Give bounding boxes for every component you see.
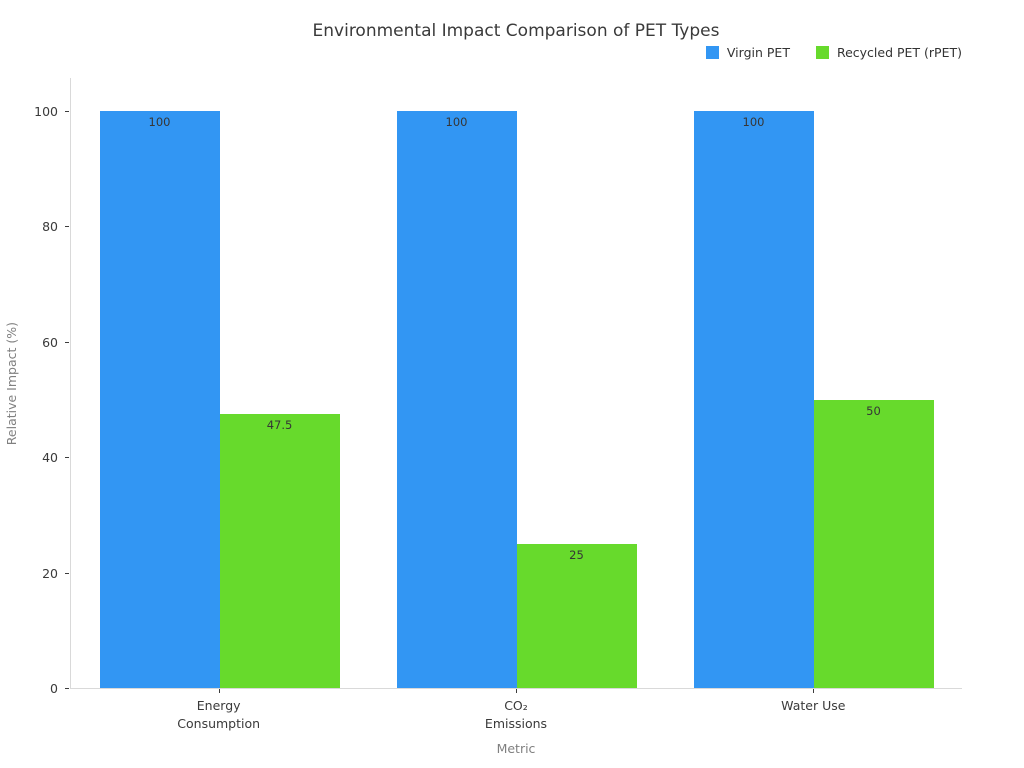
bar-value-label: 47.5 [266, 417, 293, 432]
legend-item: Recycled PET (rPET) [815, 45, 962, 60]
legend-swatch [705, 46, 719, 59]
bar-group: 100 47.5 [71, 78, 368, 688]
legend-item: Virgin PET [705, 45, 790, 60]
y-tick-label: 60 [42, 334, 58, 350]
chart-title: Environmental Impact Comparison of PET T… [312, 21, 720, 41]
bar-recycled-pet: 25 [516, 543, 637, 688]
x-tick-mark [813, 689, 814, 693]
y-tick-label: 100 [34, 104, 58, 119]
y-tick-mark [65, 457, 69, 459]
y-tick-label: 20 [42, 565, 58, 581]
bar-value-label: 100 [148, 115, 171, 129]
bar-value-label: 100 [742, 115, 765, 129]
bar-group: 100 25 [368, 78, 665, 688]
bar-recycled-pet: 47.5 [219, 413, 340, 688]
x-tick-mark [516, 689, 517, 693]
bar-value-label: 25 [569, 547, 584, 562]
bar-virgin-pet: 100 [396, 111, 517, 688]
x-axis-category-labels: Energy Consumption CO₂ Emissions Water Use [70, 697, 962, 733]
y-tick-label: 0 [50, 681, 58, 696]
x-axis-title: Metric [496, 741, 536, 756]
legend-label: Recycled PET (rPET) [836, 45, 962, 60]
y-tick-mark [65, 572, 69, 574]
y-tick-mark [65, 341, 69, 343]
legend: Virgin PET Recycled PET (rPET) [705, 45, 962, 60]
y-tick-label: 80 [42, 219, 58, 235]
y-tick-mark [65, 111, 69, 112]
bar-virgin-pet: 100 [99, 111, 220, 688]
bar-group: 100 50 [665, 78, 962, 688]
x-category-label: CO₂ Emissions [484, 698, 548, 731]
bar-recycled-pet: 50 [813, 399, 934, 688]
x-tick-mark [218, 689, 220, 693]
y-tick-label: 40 [42, 450, 58, 466]
x-category-label: Energy Consumption [177, 698, 261, 731]
y-axis-title-text: Relative Impact (%) [4, 321, 19, 446]
x-category-label: Water Use [781, 698, 846, 713]
bar-groups: 100 47.5 100 25 100 50 [71, 78, 962, 688]
bar-virgin-pet: 100 [693, 111, 814, 688]
legend-label: Virgin PET [726, 45, 790, 60]
y-axis: 0 20 40 60 80 100 [0, 78, 70, 696]
plot-area: 100 47.5 100 25 100 50 [70, 78, 962, 693]
bar-value-label: 50 [866, 403, 881, 418]
y-axis-title: Relative Impact (%) [4, 78, 19, 689]
legend-swatch [815, 46, 829, 59]
bar-value-label: 100 [445, 115, 468, 129]
y-tick-mark [65, 226, 69, 228]
y-tick-mark [65, 688, 69, 689]
